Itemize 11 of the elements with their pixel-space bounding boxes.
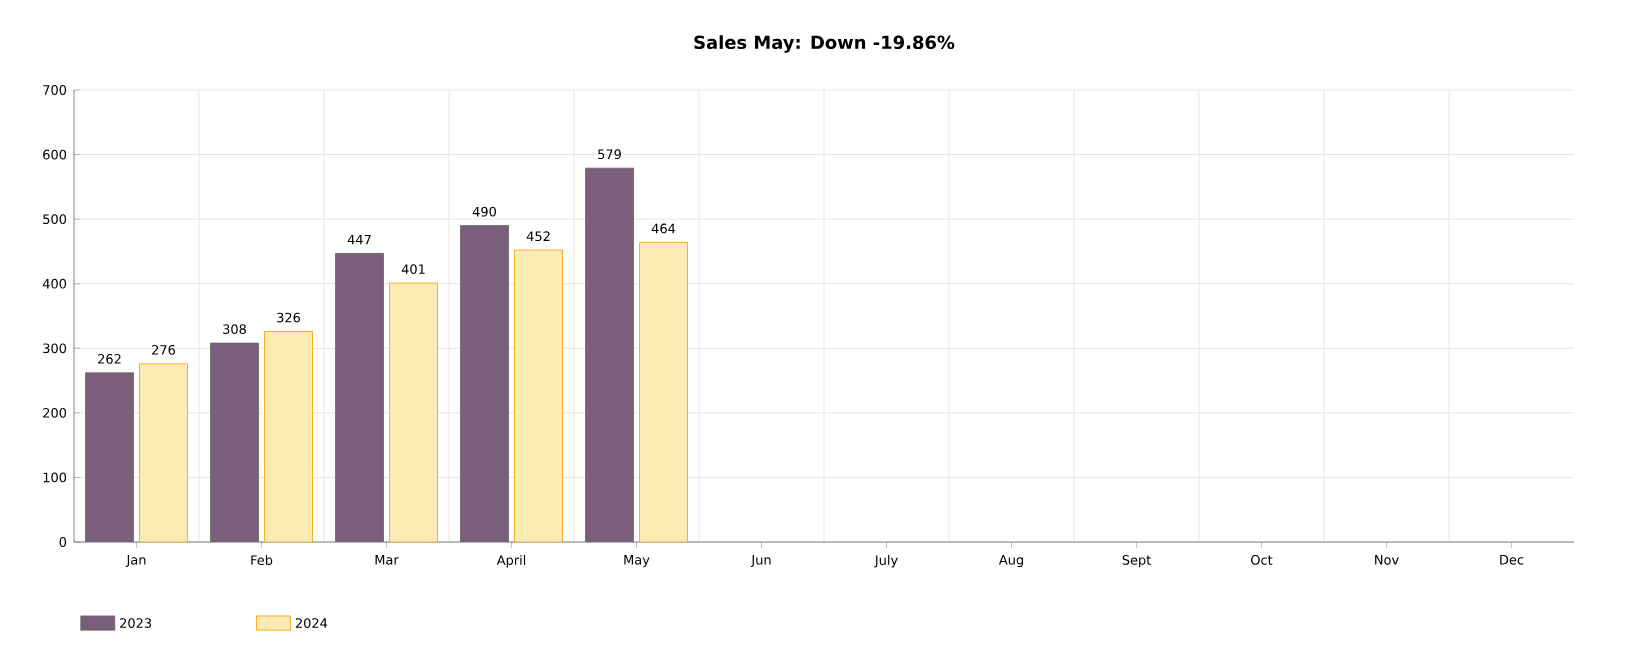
bar (639, 241, 688, 542)
bar (335, 253, 384, 542)
bar (85, 372, 134, 542)
bar (585, 167, 634, 542)
bar (210, 343, 259, 542)
bar (139, 363, 188, 542)
bar (264, 331, 313, 542)
bar (514, 249, 563, 542)
bar (389, 282, 438, 542)
bar (460, 225, 509, 542)
chart-title: Sales May: Down -19.86% (694, 35, 955, 53)
